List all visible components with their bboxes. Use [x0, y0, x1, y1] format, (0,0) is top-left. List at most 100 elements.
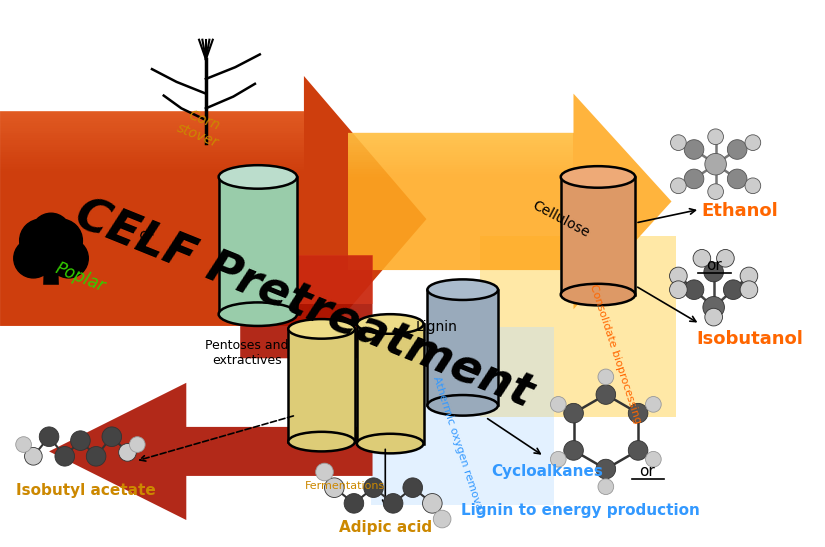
Polygon shape	[219, 177, 297, 314]
Text: Poplar: Poplar	[53, 260, 108, 296]
Circle shape	[384, 493, 403, 513]
Polygon shape	[288, 329, 355, 441]
Text: Isobutanol: Isobutanol	[696, 330, 803, 348]
Ellipse shape	[427, 395, 498, 416]
Polygon shape	[0, 76, 427, 361]
Text: or: or	[639, 463, 655, 479]
Text: or: or	[136, 226, 154, 245]
Polygon shape	[348, 138, 573, 140]
Circle shape	[704, 262, 724, 282]
Polygon shape	[348, 133, 573, 135]
Circle shape	[670, 281, 687, 299]
Polygon shape	[480, 236, 676, 417]
Polygon shape	[348, 148, 573, 150]
Polygon shape	[0, 140, 304, 143]
Polygon shape	[348, 94, 672, 309]
Circle shape	[119, 444, 136, 461]
Circle shape	[596, 459, 615, 479]
Circle shape	[684, 280, 704, 299]
Text: Isobutyl acetate: Isobutyl acetate	[16, 483, 156, 498]
Text: Adipic acid: Adipic acid	[339, 520, 431, 536]
Polygon shape	[348, 165, 573, 167]
Polygon shape	[370, 327, 554, 505]
Polygon shape	[0, 121, 304, 123]
Circle shape	[705, 309, 723, 326]
Circle shape	[40, 219, 82, 262]
Circle shape	[708, 184, 724, 200]
Circle shape	[598, 479, 614, 494]
Ellipse shape	[219, 165, 297, 189]
Circle shape	[403, 478, 422, 497]
Ellipse shape	[357, 314, 423, 334]
Polygon shape	[49, 255, 373, 520]
Polygon shape	[0, 152, 304, 155]
Circle shape	[71, 431, 90, 450]
Polygon shape	[0, 123, 304, 126]
Circle shape	[563, 403, 583, 423]
Circle shape	[598, 369, 614, 385]
Polygon shape	[0, 111, 304, 114]
Circle shape	[645, 397, 661, 412]
Circle shape	[645, 451, 661, 467]
Ellipse shape	[561, 166, 635, 188]
Polygon shape	[348, 140, 573, 143]
Text: Fermentations: Fermentations	[305, 481, 385, 491]
Polygon shape	[348, 150, 573, 153]
Polygon shape	[348, 153, 573, 155]
Circle shape	[745, 135, 761, 150]
Circle shape	[717, 249, 734, 267]
Text: Cycloalkanes: Cycloalkanes	[491, 463, 603, 479]
Polygon shape	[348, 162, 573, 165]
Circle shape	[708, 129, 724, 144]
Circle shape	[422, 493, 442, 513]
Polygon shape	[0, 126, 304, 128]
Text: Ethanol: Ethanol	[701, 202, 778, 220]
Polygon shape	[348, 157, 573, 160]
Circle shape	[55, 446, 74, 466]
Circle shape	[550, 451, 566, 467]
Text: or: or	[705, 258, 722, 272]
Circle shape	[705, 153, 726, 175]
Circle shape	[49, 238, 88, 278]
Circle shape	[102, 427, 121, 446]
Polygon shape	[0, 131, 304, 133]
Polygon shape	[348, 145, 573, 148]
Polygon shape	[348, 143, 573, 145]
Ellipse shape	[561, 284, 635, 305]
Text: Lignin: Lignin	[415, 320, 457, 334]
Circle shape	[745, 178, 761, 194]
Polygon shape	[0, 114, 304, 116]
Circle shape	[684, 169, 704, 189]
Polygon shape	[0, 138, 304, 140]
Polygon shape	[0, 162, 304, 164]
Text: Athermic oxygen removal: Athermic oxygen removal	[431, 375, 485, 514]
Circle shape	[14, 238, 53, 278]
Polygon shape	[0, 150, 304, 152]
Ellipse shape	[288, 319, 355, 339]
Ellipse shape	[219, 302, 297, 326]
Circle shape	[684, 139, 704, 159]
Circle shape	[724, 280, 743, 299]
Polygon shape	[561, 177, 635, 295]
Polygon shape	[348, 155, 573, 157]
Circle shape	[740, 267, 758, 285]
Polygon shape	[240, 255, 373, 304]
Polygon shape	[0, 116, 304, 119]
Circle shape	[16, 437, 31, 452]
Circle shape	[87, 446, 106, 466]
Circle shape	[728, 139, 747, 159]
Circle shape	[324, 478, 344, 497]
Circle shape	[25, 447, 42, 465]
Polygon shape	[348, 160, 573, 162]
Circle shape	[670, 267, 687, 285]
Circle shape	[671, 135, 686, 150]
Polygon shape	[0, 143, 304, 145]
Text: Cellulose: Cellulose	[530, 198, 592, 240]
Circle shape	[596, 385, 615, 404]
Ellipse shape	[288, 432, 355, 451]
Text: CELF Pretreatment: CELF Pretreatment	[68, 192, 540, 417]
Circle shape	[629, 441, 648, 460]
Text: Pentoses and
extractives: Pentoses and extractives	[205, 339, 289, 368]
Circle shape	[693, 249, 710, 267]
Circle shape	[671, 178, 686, 194]
